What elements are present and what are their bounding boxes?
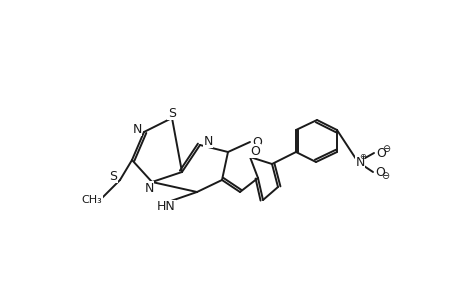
Text: HN: HN <box>156 200 175 214</box>
Text: S: S <box>109 169 117 182</box>
Text: N: N <box>144 182 153 194</box>
Text: ⊖: ⊖ <box>380 171 388 181</box>
Text: N: N <box>203 134 212 148</box>
Text: O: O <box>250 145 259 158</box>
Text: O: O <box>374 166 384 178</box>
Text: O: O <box>252 136 261 148</box>
Text: ⊕: ⊕ <box>359 152 366 160</box>
Text: N: N <box>132 122 141 136</box>
Text: N: N <box>354 155 364 169</box>
Text: S: S <box>168 106 176 119</box>
Text: O: O <box>375 146 385 160</box>
Text: ⊖: ⊖ <box>381 144 389 154</box>
Text: CH₃: CH₃ <box>81 195 102 205</box>
